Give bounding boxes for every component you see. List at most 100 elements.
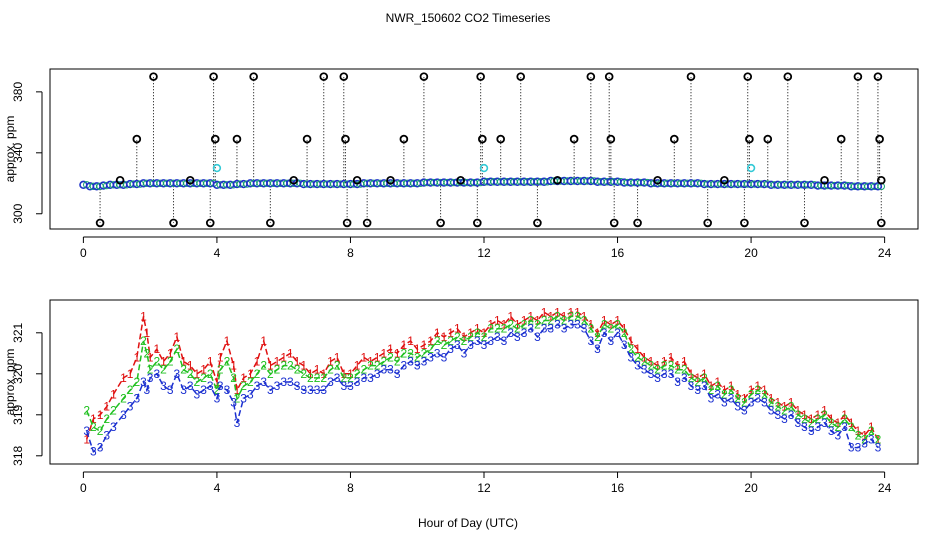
series-1-point: 1 [97, 408, 104, 422]
series-1-point: 1 [474, 322, 481, 336]
top-spike-point [210, 134, 220, 144]
bottom-x-tick-label: 20 [744, 481, 758, 495]
series-2-point: 2 [761, 387, 768, 401]
top-spike-point [132, 134, 142, 144]
series-3-point: 3 [474, 334, 481, 348]
series-2-point: 2 [461, 334, 468, 348]
series-2-point: 2 [681, 363, 688, 377]
series-1-point: 1 [167, 346, 174, 360]
top-spike-point [399, 134, 409, 144]
series-2-point: 2 [501, 322, 508, 336]
series-2-point: 2 [841, 412, 848, 426]
series-1-point: 1 [387, 342, 394, 356]
series-2-point: 2 [868, 424, 875, 438]
top-spike-point [745, 134, 754, 144]
series-2-point: 2 [808, 416, 815, 430]
top-marks [79, 72, 886, 228]
series-1-point: 1 [280, 350, 287, 364]
series-3-point: 3 [487, 334, 494, 348]
series-3-point: 3 [207, 379, 214, 393]
series-3-point: 3 [110, 420, 117, 434]
series-2-point: 2 [861, 432, 868, 446]
series-3-point: 3 [481, 338, 488, 352]
series-2-point: 2 [414, 350, 421, 364]
top-low-spike-point [266, 218, 275, 228]
top-panel: approx. ppm 0 4 8 12 16 20 24 300 340 380 [3, 68, 919, 260]
series-1-point: 1 [835, 416, 842, 430]
top-spike-point [876, 175, 886, 185]
top-spike-point [853, 72, 863, 81]
series-1-point: 1 [374, 350, 381, 364]
series-1-point: 1 [200, 363, 207, 377]
series-1-point: 1 [815, 408, 822, 422]
series-1-point: 1 [581, 309, 588, 323]
series-3-point: 3 [774, 408, 781, 422]
top-low-spike-point [362, 218, 372, 228]
series-2-point: 2 [848, 420, 855, 434]
series-2-point: 2 [300, 367, 307, 381]
series-2-point: 2 [754, 383, 761, 397]
series-3-point: 3 [748, 396, 755, 410]
series-3-point: 3 [554, 318, 561, 332]
series-2-point: 2 [601, 318, 608, 332]
series-3-point: 3 [868, 432, 875, 446]
series-3-point: 3 [387, 363, 394, 377]
series-1-point: 1 [741, 391, 748, 405]
series-1-point: 1 [561, 309, 568, 323]
series-3-point: 3 [514, 330, 521, 344]
series-1-point: 1 [394, 346, 401, 360]
series-1-point: 1 [381, 346, 388, 360]
series-3-point: 3 [83, 424, 90, 438]
series-2-point: 2 [200, 371, 207, 385]
series-2-point: 2 [140, 334, 147, 348]
series-3-point: 3 [143, 383, 150, 397]
series-3-point: 3 [821, 416, 828, 430]
top-y-tick-label: 300 [11, 203, 25, 223]
series-1-point: 1 [768, 391, 775, 405]
bottom-y-tick-label: 321 [11, 322, 25, 342]
top-low-spike-point [342, 218, 352, 228]
series-1-point: 1 [143, 326, 150, 340]
top-low-spike-point [205, 218, 215, 228]
series-1-point: 1 [327, 355, 334, 369]
series-2-point: 2 [367, 359, 374, 373]
series-1-point: 1 [507, 309, 514, 323]
series-1-point: 1 [648, 355, 655, 369]
series-2-point: 2 [147, 363, 154, 377]
series-3-point: 3 [527, 322, 534, 336]
series-2-point: 2 [481, 330, 488, 344]
bottom-y-tick-label: 320 [11, 363, 25, 383]
series-2-point: 2 [741, 396, 748, 410]
series-1-point: 1 [694, 371, 701, 385]
series-1-point: 1 [547, 309, 554, 323]
series-1-point: 1 [194, 367, 201, 381]
series-3-point: 3 [327, 375, 334, 389]
series-3-point: 3 [728, 391, 735, 405]
series-2-point: 2 [133, 375, 140, 389]
series-3-point: 3 [294, 379, 301, 393]
series-1-point: 1 [761, 383, 768, 397]
series-2-point: 2 [661, 359, 668, 373]
series-2-point: 2 [120, 391, 127, 405]
series-1-point: 1 [320, 367, 327, 381]
series-1-point: 1 [234, 383, 241, 397]
series-3-point: 3 [654, 371, 661, 385]
series-1-point: 1 [421, 338, 428, 352]
top-low-spike-point [633, 218, 642, 228]
top-spike-point [456, 175, 465, 185]
series-3-point: 3 [621, 338, 628, 352]
series-1-point: 1 [274, 355, 281, 369]
series-2-point: 2 [668, 359, 675, 373]
series-1-point: 1 [521, 314, 528, 328]
series-2-point: 2 [347, 371, 354, 385]
top-spike-point [873, 72, 883, 81]
series-2-point: 2 [234, 391, 241, 405]
series-1-point: 1 [334, 350, 341, 364]
series-2-point: 2 [267, 367, 274, 381]
series-1-point: 1 [587, 318, 594, 332]
series-1-point: 1 [721, 383, 728, 397]
series-3-point: 3 [447, 342, 454, 356]
series-1-point: 1 [848, 416, 855, 430]
series-1-point: 1 [661, 355, 668, 369]
